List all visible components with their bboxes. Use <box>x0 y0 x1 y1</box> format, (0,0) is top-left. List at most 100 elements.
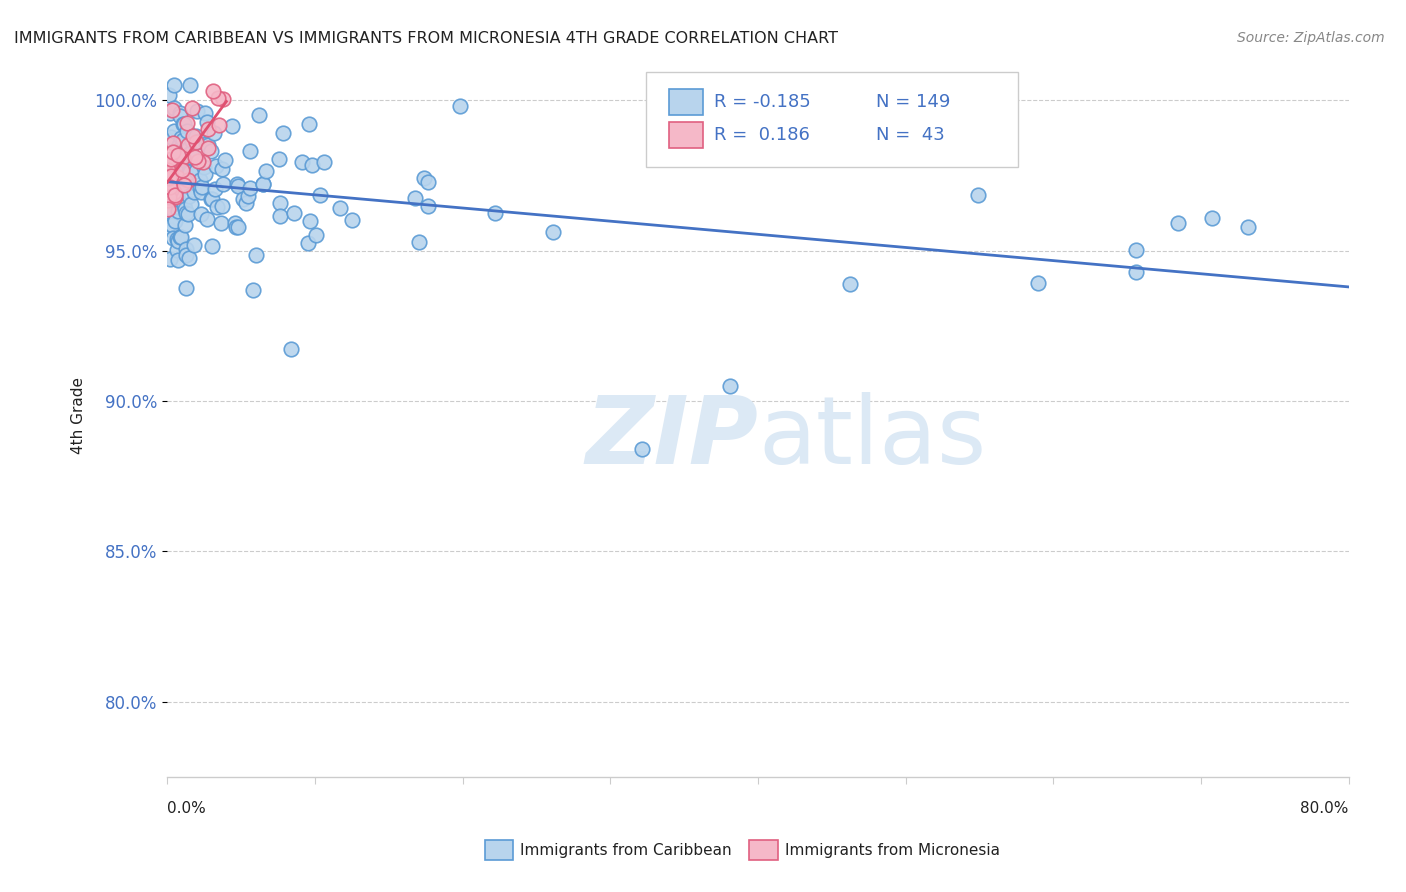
FancyBboxPatch shape <box>669 89 703 115</box>
Point <box>172 118 194 132</box>
Point <box>226 178 249 193</box>
Text: Immigrants from Micronesia: Immigrants from Micronesia <box>785 843 1000 857</box>
Point <box>269 195 291 210</box>
Text: N = 149: N = 149 <box>876 93 950 111</box>
Point <box>166 234 188 248</box>
Point <box>1201 211 1223 226</box>
Point <box>312 154 335 169</box>
Point <box>211 199 233 213</box>
Point <box>173 150 195 164</box>
Point <box>225 219 247 234</box>
Text: Immigrants from Caribbean: Immigrants from Caribbean <box>520 843 733 857</box>
Point <box>1237 219 1260 234</box>
Point <box>179 145 201 160</box>
Point <box>177 173 200 187</box>
Text: 80.0%: 80.0% <box>1301 801 1348 815</box>
Point <box>170 131 193 145</box>
Point <box>412 170 434 185</box>
Point <box>183 237 205 252</box>
Point <box>201 192 224 206</box>
Point <box>190 173 212 187</box>
Point <box>197 121 219 136</box>
Point <box>209 216 232 230</box>
Point <box>167 148 190 162</box>
Point <box>167 138 190 153</box>
Point <box>195 137 218 152</box>
Point <box>160 129 183 144</box>
Point <box>252 178 274 192</box>
Point <box>226 219 249 234</box>
Point <box>291 155 314 169</box>
Point <box>166 232 188 246</box>
Point <box>169 175 191 189</box>
Point <box>305 228 328 243</box>
Point <box>201 239 224 253</box>
Point <box>197 137 219 152</box>
Point <box>484 206 506 220</box>
Point <box>299 214 322 228</box>
Point <box>179 147 201 161</box>
Point <box>408 235 430 249</box>
Point <box>169 230 191 244</box>
Point <box>194 106 217 120</box>
Point <box>183 185 205 199</box>
Point <box>247 108 270 122</box>
Point <box>187 134 209 148</box>
Point <box>157 171 180 186</box>
Point <box>197 141 219 155</box>
Text: IMMIGRANTS FROM CARIBBEAN VS IMMIGRANTS FROM MICRONESIA 4TH GRADE CORRELATION CH: IMMIGRANTS FROM CARIBBEAN VS IMMIGRANTS … <box>14 31 838 46</box>
Point <box>221 119 243 133</box>
Point <box>159 161 181 176</box>
Point <box>212 177 235 191</box>
FancyBboxPatch shape <box>645 71 1018 167</box>
Point <box>184 129 207 144</box>
Point <box>193 160 215 174</box>
Point <box>226 177 249 191</box>
FancyBboxPatch shape <box>669 122 703 148</box>
Point <box>157 202 180 216</box>
Point <box>160 184 183 198</box>
Point <box>212 92 235 106</box>
Point <box>163 124 186 138</box>
Point <box>162 189 184 203</box>
Point <box>165 193 187 207</box>
Point <box>297 117 319 131</box>
Point <box>204 181 226 195</box>
Point <box>160 157 183 171</box>
Point <box>174 202 197 216</box>
Point <box>173 197 195 211</box>
Point <box>169 109 191 123</box>
Point <box>157 185 180 199</box>
Point <box>297 235 319 250</box>
Point <box>157 190 180 204</box>
Point <box>200 192 222 206</box>
Point <box>174 242 197 256</box>
Point <box>159 152 181 166</box>
Point <box>208 118 231 132</box>
Point <box>181 101 204 115</box>
Point <box>191 155 214 169</box>
Point <box>159 179 181 194</box>
Point <box>162 136 184 151</box>
Point <box>214 153 236 168</box>
Point <box>211 162 233 177</box>
Point <box>176 206 198 220</box>
Point <box>718 379 741 393</box>
Point <box>204 159 226 173</box>
Point <box>207 90 229 104</box>
Point <box>157 184 180 198</box>
Point <box>162 231 184 245</box>
Point <box>174 161 197 176</box>
Point <box>159 252 181 267</box>
Point <box>416 175 439 189</box>
Point <box>839 277 862 291</box>
Point <box>190 185 212 199</box>
Point <box>176 124 198 138</box>
Point <box>173 171 195 186</box>
Point <box>308 187 330 202</box>
Point <box>1125 265 1147 279</box>
Point <box>157 160 180 174</box>
Point <box>169 105 191 120</box>
Point <box>201 84 224 98</box>
Point <box>160 103 183 117</box>
